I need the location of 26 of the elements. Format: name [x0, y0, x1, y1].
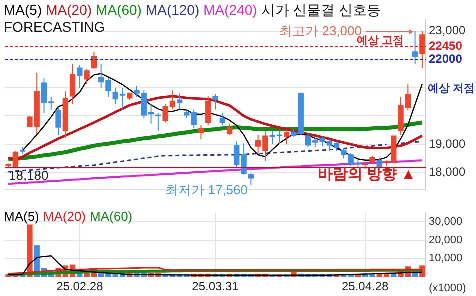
text: MA(240): [204, 2, 258, 18]
chart-subtitle: FORECASTING: [4, 19, 106, 35]
y-tick-label: 30,000: [429, 216, 463, 228]
y-tick-label: 19,000: [429, 136, 466, 151]
ref-line-label: 18,180: [9, 168, 49, 183]
chart-title: 시가 신물결 신호등: [261, 2, 382, 18]
text: MA(20): [43, 209, 86, 224]
text: 예상 저점: [428, 83, 476, 96]
text: MA(20): [46, 2, 92, 18]
ref-line-label: 22000: [429, 52, 463, 66]
text: MA(120): [146, 2, 200, 18]
text: MA(60): [90, 209, 133, 224]
ref-line-label: 22450: [429, 39, 463, 54]
x-tick-label: 25.03.31: [192, 280, 240, 294]
annotation: 최저가 17,560: [166, 182, 248, 198]
text: MA(5): [4, 2, 42, 18]
y-tick-label: 18,000: [429, 165, 466, 180]
x-tick-label: 25.02.28: [56, 280, 104, 294]
x-tick-label: 25.04.28: [342, 280, 390, 294]
y-axis-title: (x1000): [429, 282, 466, 295]
annotation: 바람의 방향 ▲: [318, 166, 416, 183]
text: MA(60): [96, 2, 142, 18]
y-tick-label: 10,000: [429, 252, 463, 265]
y-tick-label: 20,000: [429, 234, 463, 246]
y-tick-label: 23,000: [429, 24, 466, 38]
text: MA(5): [4, 209, 40, 224]
